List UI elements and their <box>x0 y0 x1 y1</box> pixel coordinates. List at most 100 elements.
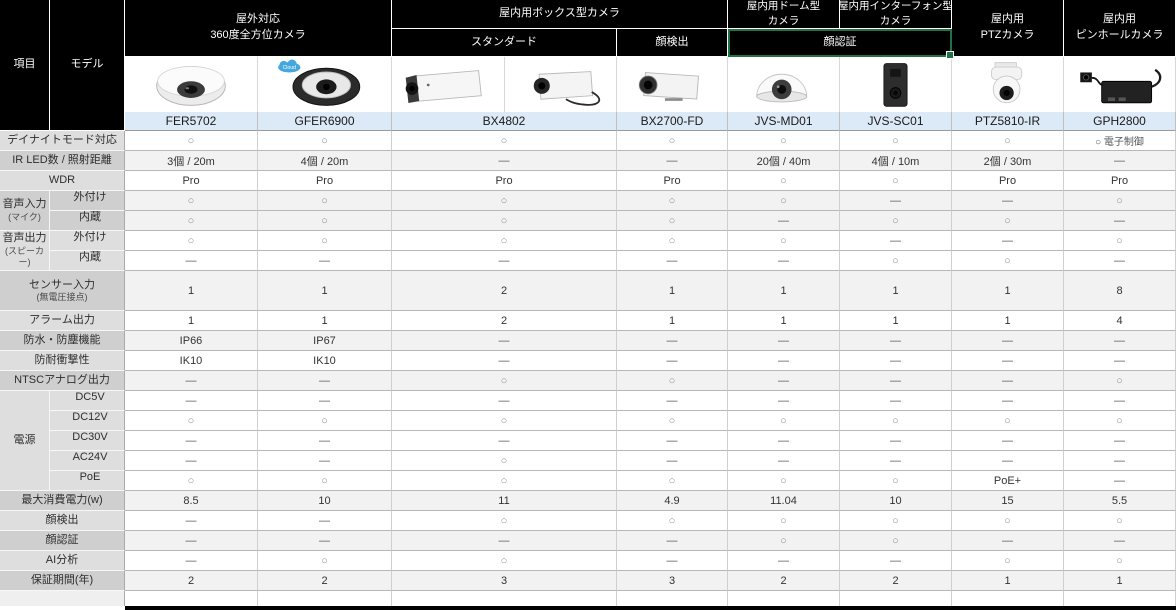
data-cell[interactable]: ○ <box>258 411 392 431</box>
data-cell[interactable]: Pro <box>952 171 1064 191</box>
data-cell[interactable]: — <box>617 431 728 451</box>
data-cell[interactable]: — <box>952 391 1064 411</box>
data-cell[interactable]: ○ <box>617 511 728 531</box>
row-label[interactable]: PoE <box>50 471 125 491</box>
data-cell[interactable]: — <box>952 331 1064 351</box>
data-cell[interactable]: ○ <box>392 551 617 571</box>
data-cell[interactable]: 1 <box>728 271 840 311</box>
data-cell[interactable]: — <box>1064 351 1176 371</box>
data-cell[interactable]: ○ <box>840 471 952 491</box>
data-cell[interactable]: ○ <box>1064 411 1176 431</box>
data-cell[interactable]: — <box>1064 151 1176 171</box>
data-cell[interactable]: ○ <box>840 511 952 531</box>
data-cell[interactable]: ○ <box>617 371 728 391</box>
data-cell[interactable]: 1 <box>125 311 258 331</box>
data-cell[interactable]: — <box>258 451 392 471</box>
data-cell[interactable]: Pro <box>258 171 392 191</box>
data-cell[interactable]: ○ <box>1064 551 1176 571</box>
data-cell[interactable]: — <box>125 251 258 271</box>
data-cell[interactable]: — <box>617 151 728 171</box>
data-cell[interactable]: — <box>617 331 728 351</box>
data-cell[interactable]: ○ <box>840 531 952 551</box>
data-cell[interactable]: 10 <box>840 491 952 511</box>
row-label[interactable]: 顔認証 <box>0 531 125 551</box>
data-cell[interactable]: ○ <box>258 551 392 571</box>
data-cell[interactable]: ○ <box>728 171 840 191</box>
category-indoor-box[interactable]: 屋内用ボックス型カメラ <box>392 0 728 29</box>
data-cell[interactable]: ○ <box>617 411 728 431</box>
data-cell[interactable]: 8 <box>1064 271 1176 311</box>
data-cell[interactable]: — <box>1064 531 1176 551</box>
data-cell[interactable]: — <box>125 431 258 451</box>
data-cell[interactable]: ○ <box>728 531 840 551</box>
data-cell[interactable]: ○ <box>728 191 840 211</box>
data-cell[interactable]: PoE+ <box>952 471 1064 491</box>
data-cell[interactable]: 10 <box>258 491 392 511</box>
footer-empty-cell[interactable] <box>728 591 840 606</box>
data-cell[interactable]: ○ <box>1064 511 1176 531</box>
data-cell[interactable]: — <box>392 151 617 171</box>
data-cell[interactable]: — <box>125 371 258 391</box>
data-cell[interactable]: — <box>840 431 952 451</box>
row-label[interactable]: 最大消費電力(w) <box>0 491 125 511</box>
data-cell[interactable]: — <box>617 391 728 411</box>
data-cell[interactable]: — <box>258 251 392 271</box>
data-cell[interactable]: — <box>125 451 258 471</box>
data-cell[interactable]: ○ <box>840 251 952 271</box>
row-label[interactable]: AC24V <box>50 451 125 471</box>
subcategory-face-recognition-selected-cell[interactable]: 顔認証 <box>728 29 954 59</box>
data-cell[interactable]: — <box>258 431 392 451</box>
data-cell[interactable]: ○ <box>952 551 1064 571</box>
model-name-gfer6900[interactable]: GFER6900 <box>258 112 392 131</box>
data-cell[interactable]: — <box>1064 251 1176 271</box>
row-label[interactable]: デイナイトモード対応 <box>0 131 125 151</box>
row-label[interactable]: WDR <box>0 171 125 191</box>
data-cell[interactable]: — <box>952 351 1064 371</box>
row-label[interactable]: IR LED数 / 照射距離 <box>0 151 125 171</box>
data-cell[interactable]: 4個 / 20m <box>258 151 392 171</box>
data-cell[interactable]: — <box>258 391 392 411</box>
data-cell[interactable]: — <box>392 351 617 371</box>
data-cell[interactable]: — <box>392 431 617 451</box>
data-cell[interactable]: 1 <box>840 271 952 311</box>
data-cell[interactable]: ○ <box>617 211 728 231</box>
subcategory-face-detect[interactable]: 顔検出 <box>617 29 728 57</box>
data-cell[interactable]: ○ <box>258 211 392 231</box>
data-cell[interactable]: IP66 <box>125 331 258 351</box>
data-cell[interactable]: ○ <box>125 471 258 491</box>
data-cell[interactable]: ○ <box>1064 231 1176 251</box>
data-cell[interactable]: — <box>1064 391 1176 411</box>
row-label[interactable]: センサー入力 (無電圧接点) <box>0 271 125 311</box>
footer-empty-cell[interactable] <box>617 591 728 606</box>
data-cell[interactable]: 1 <box>258 311 392 331</box>
footer-empty-cell[interactable] <box>1064 591 1176 606</box>
data-cell[interactable]: — <box>728 451 840 471</box>
data-cell[interactable]: IK10 <box>125 351 258 371</box>
data-cell[interactable]: ○ <box>392 211 617 231</box>
data-cell[interactable]: ○ 電子制御 <box>1064 131 1176 151</box>
model-name-bx2700fd[interactable]: BX2700-FD <box>617 112 728 131</box>
model-name-fer5702[interactable]: FER5702 <box>125 112 258 131</box>
data-cell[interactable]: ○ <box>392 471 617 491</box>
data-cell[interactable]: ○ <box>952 131 1064 151</box>
row-label[interactable]: 外付け <box>50 191 125 211</box>
data-cell[interactable]: — <box>952 191 1064 211</box>
data-cell[interactable]: ○ <box>392 451 617 471</box>
data-cell[interactable]: ○ <box>617 191 728 211</box>
data-cell[interactable]: — <box>952 431 1064 451</box>
data-cell[interactable]: 8.5 <box>125 491 258 511</box>
data-cell[interactable]: ○ <box>952 411 1064 431</box>
data-cell[interactable]: ○ <box>728 131 840 151</box>
row-label[interactable]: 内蔵 <box>50 251 125 271</box>
data-cell[interactable]: ○ <box>728 511 840 531</box>
data-cell[interactable]: ○ <box>392 371 617 391</box>
data-cell[interactable]: 2 <box>125 571 258 591</box>
data-cell[interactable]: 4個 / 10m <box>840 151 952 171</box>
data-cell[interactable]: — <box>952 451 1064 471</box>
data-cell[interactable]: — <box>728 351 840 371</box>
data-cell[interactable]: 1 <box>1064 571 1176 591</box>
data-cell[interactable]: ○ <box>258 231 392 251</box>
data-cell[interactable]: — <box>1064 331 1176 351</box>
data-cell[interactable]: ○ <box>728 471 840 491</box>
data-cell[interactable]: 1 <box>952 271 1064 311</box>
